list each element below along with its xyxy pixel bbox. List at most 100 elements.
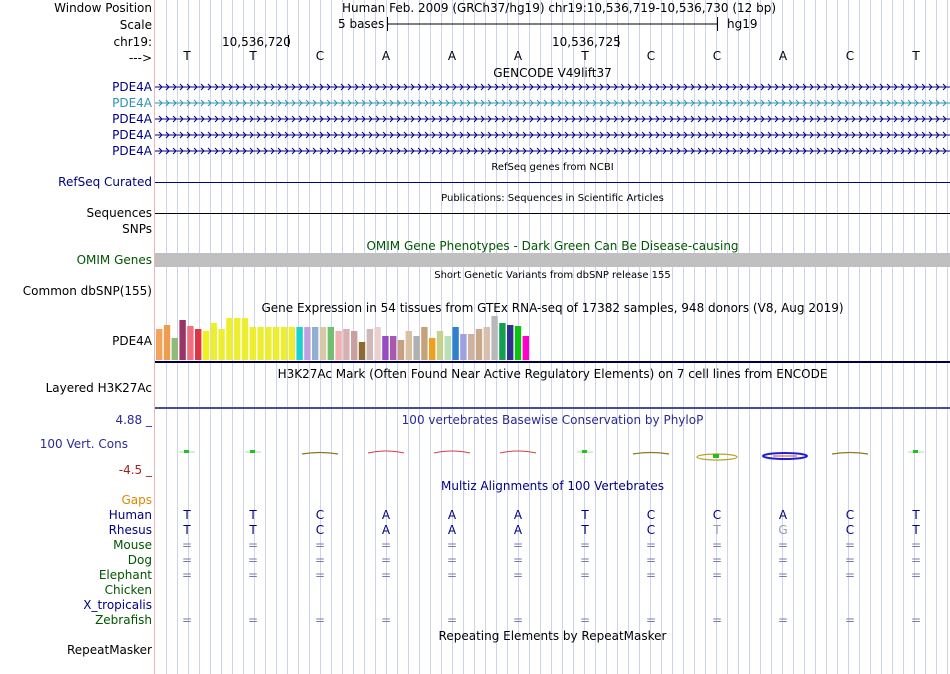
tissue-expression-bar[interactable]	[249, 327, 256, 360]
tissue-expression-bar[interactable]	[156, 329, 163, 360]
tissue-expression-bar[interactable]	[358, 342, 366, 360]
tissue-expression-bar[interactable]	[335, 331, 342, 360]
elephant-align: =	[446, 568, 458, 582]
tissue-expression-bar[interactable]	[374, 327, 381, 360]
phylop-score-mark	[367, 450, 405, 454]
gencode-transcripts[interactable]	[155, 80, 950, 160]
tissue-expression-bar[interactable]	[514, 326, 522, 360]
rhesus-base: A	[447, 523, 457, 537]
human-base: T	[912, 508, 920, 522]
gencode-transcript-label[interactable]: PDE4A	[112, 128, 152, 142]
gencode-transcript-label[interactable]: PDE4A	[112, 112, 152, 126]
human-base: C	[845, 508, 855, 522]
phylop-score-mark	[632, 451, 670, 455]
sequences-label[interactable]: Sequences	[86, 206, 152, 220]
tissue-expression-bar[interactable]	[296, 327, 303, 360]
tissue-expression-bar[interactable]	[179, 320, 186, 360]
gencode-transcript-label[interactable]: PDE4A	[112, 96, 152, 110]
window-position-label: Window Position	[54, 1, 152, 15]
dbsnp-label[interactable]: Common dbSNP(155)	[22, 284, 152, 298]
mouse-align: =	[910, 538, 922, 552]
tissue-expression-bar[interactable]	[475, 329, 483, 360]
tissue-expression-bar[interactable]	[491, 316, 498, 360]
dog-align: =	[446, 553, 458, 567]
h3k27ac-track-title: H3K27Ac Mark (Often Found Near Active Re…	[277, 367, 828, 381]
tissue-expression-bar[interactable]	[210, 323, 217, 360]
tissue-expression-bar[interactable]	[522, 336, 529, 360]
refseq-line[interactable]	[155, 182, 950, 183]
zebrafish-align: =	[910, 613, 922, 627]
tissue-expression-bar[interactable]	[304, 327, 311, 360]
tissue-expression-bar[interactable]	[241, 318, 249, 360]
mouse-align: =	[711, 538, 723, 552]
elephant-align: =	[314, 568, 326, 582]
tissue-expression-bar[interactable]	[452, 327, 459, 360]
tissue-expression-bar[interactable]	[187, 326, 194, 360]
tissue-expression-bar[interactable]	[460, 334, 467, 360]
tissue-expression-bar[interactable]	[312, 327, 319, 360]
tissue-expression-bar[interactable]	[507, 325, 514, 360]
reference-base: A	[778, 49, 788, 63]
tissue-expression-bar[interactable]	[280, 327, 288, 360]
cons-track-label[interactable]: 100 Vert. Cons	[39, 437, 128, 451]
strand-chevrons	[158, 147, 947, 155]
reference-base: T	[249, 49, 257, 63]
tissue-expression-bar[interactable]	[265, 327, 272, 360]
tissue-expression-bar[interactable]	[202, 331, 210, 360]
tissue-expression-bar[interactable]	[468, 334, 475, 360]
repeatmasker-label[interactable]: RepeatMasker	[66, 643, 152, 657]
tissue-expression-bar[interactable]	[429, 338, 436, 360]
zebrafish-align: =	[844, 613, 856, 627]
gencode-transcript-label[interactable]: PDE4A	[112, 80, 152, 94]
omim-genes-label[interactable]: OMIM Genes	[76, 253, 152, 267]
refseq-curated-label[interactable]: RefSeq Curated	[58, 175, 152, 189]
cons-max-label: 4.88 _	[115, 413, 152, 427]
tissue-expression-bar[interactable]	[421, 327, 428, 360]
tissue-expression-bar[interactable]	[436, 331, 444, 360]
publications-track-title: Publications: Sequences in Scientific Ar…	[441, 193, 664, 204]
rhesus-base: A	[513, 523, 523, 537]
rhesus-base: T	[713, 523, 721, 537]
tissue-expression-bar[interactable]	[171, 338, 178, 360]
h3k27ac-signal-line[interactable]	[155, 407, 950, 409]
tissue-expression-bar[interactable]	[234, 318, 241, 360]
reference-base: T	[912, 49, 920, 63]
tissue-expression-bar[interactable]	[273, 327, 280, 360]
tissue-expression-bar[interactable]	[390, 336, 397, 360]
tissue-expression-bar[interactable]	[397, 340, 405, 360]
gtex-expression-bars[interactable]	[155, 316, 555, 361]
tissue-expression-bar[interactable]	[366, 329, 373, 360]
phylop-track-title: 100 vertebrates Basewise Conservation by…	[401, 413, 704, 427]
layered-h3k27ac-label[interactable]: Layered H3K27Ac	[45, 381, 152, 395]
rhesus-base: T	[581, 523, 589, 537]
tissue-expression-bar[interactable]	[226, 318, 233, 360]
multiz-alignment-block[interactable]: T T C A A A T C C A C T T T C A A A T C T G C T = = = = = = = = = = = = = = = =…	[155, 508, 950, 628]
elephant-align: =	[579, 568, 591, 582]
browser-image[interactable]: Human Feb. 2009 (GRCh37/hg19) chr19:10,5…	[155, 0, 950, 674]
phylop-conservation-plot[interactable]	[155, 432, 950, 472]
tissue-expression-bar[interactable]	[327, 327, 334, 360]
gencode-transcript-label[interactable]: PDE4A	[112, 144, 152, 158]
tissue-expression-bar[interactable]	[413, 336, 420, 360]
tissue-expression-bar[interactable]	[444, 336, 451, 360]
tissue-expression-bar[interactable]	[351, 331, 358, 360]
tissue-expression-bar[interactable]	[195, 329, 202, 360]
tissue-expression-bar[interactable]	[499, 323, 506, 360]
dog-align: =	[512, 553, 524, 567]
tissue-expression-bar[interactable]	[483, 327, 490, 360]
tissue-expression-bar[interactable]	[218, 329, 225, 360]
snps-label[interactable]: SNPs	[122, 222, 152, 236]
publications-line[interactable]	[155, 213, 950, 214]
mouse-align: =	[247, 538, 259, 552]
tissue-expression-bar[interactable]	[343, 329, 350, 360]
gtex-gene-label[interactable]: PDE4A	[112, 334, 152, 348]
tissue-expression-bar[interactable]	[163, 325, 171, 360]
tissue-expression-bar[interactable]	[319, 327, 327, 360]
split-line	[154, 0, 155, 674]
tissue-expression-bar[interactable]	[288, 327, 295, 360]
omim-gene-bar[interactable]	[155, 253, 950, 267]
tissue-expression-bar[interactable]	[382, 336, 389, 360]
tissue-expression-bar[interactable]	[257, 327, 264, 360]
tissue-expression-bar[interactable]	[405, 331, 412, 360]
